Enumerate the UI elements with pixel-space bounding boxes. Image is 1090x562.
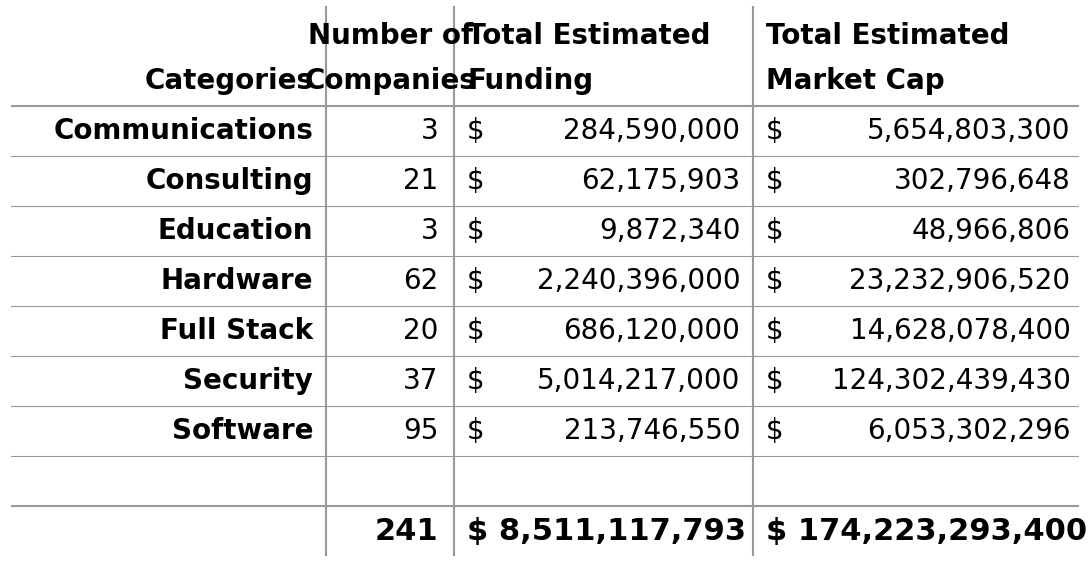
- Text: 5,014,217,000: 5,014,217,000: [537, 367, 740, 395]
- Text: 23,232,906,520: 23,232,906,520: [849, 267, 1070, 295]
- Text: 241: 241: [375, 517, 438, 546]
- Text: 20: 20: [403, 317, 438, 345]
- Text: $ 174,223,293,400: $ 174,223,293,400: [766, 517, 1087, 546]
- Text: Education: Education: [158, 217, 313, 245]
- Text: 48,966,806: 48,966,806: [911, 217, 1070, 245]
- Text: $: $: [467, 267, 485, 295]
- Text: 62,175,903: 62,175,903: [581, 167, 740, 195]
- Text: 686,120,000: 686,120,000: [564, 317, 740, 345]
- Text: Categories: Categories: [144, 67, 313, 95]
- Text: 284,590,000: 284,590,000: [564, 117, 740, 145]
- Text: 5,654,803,300: 5,654,803,300: [867, 117, 1070, 145]
- Text: Full Stack: Full Stack: [160, 317, 313, 345]
- Text: 95: 95: [403, 417, 438, 445]
- Text: Communications: Communications: [53, 117, 313, 145]
- Text: 6,053,302,296: 6,053,302,296: [867, 417, 1070, 445]
- Text: $: $: [766, 417, 784, 445]
- Text: Market Cap: Market Cap: [766, 67, 945, 95]
- Text: Total Estimated: Total Estimated: [766, 22, 1009, 49]
- Text: $: $: [467, 117, 485, 145]
- Text: 2,240,396,000: 2,240,396,000: [537, 267, 740, 295]
- Text: Consulting: Consulting: [146, 167, 313, 195]
- Text: 124,302,439,430: 124,302,439,430: [832, 367, 1070, 395]
- Text: 62: 62: [403, 267, 438, 295]
- Text: $: $: [766, 167, 784, 195]
- Text: $: $: [766, 317, 784, 345]
- Text: $: $: [467, 417, 485, 445]
- Text: $: $: [467, 367, 485, 395]
- Text: $: $: [766, 217, 784, 245]
- Text: Software: Software: [172, 417, 313, 445]
- Text: 14,628,078,400: 14,628,078,400: [850, 317, 1070, 345]
- Text: 9,872,340: 9,872,340: [600, 217, 740, 245]
- Text: $: $: [467, 167, 485, 195]
- Text: $: $: [467, 317, 485, 345]
- Text: 3: 3: [421, 217, 438, 245]
- Text: Companies: Companies: [304, 67, 476, 95]
- Text: 3: 3: [421, 117, 438, 145]
- Text: 21: 21: [403, 167, 438, 195]
- Text: 213,746,550: 213,746,550: [564, 417, 740, 445]
- Text: Total Estimated: Total Estimated: [467, 22, 711, 49]
- Text: 37: 37: [403, 367, 438, 395]
- Text: Number of: Number of: [307, 22, 473, 49]
- Text: $ 8,511,117,793: $ 8,511,117,793: [467, 517, 746, 546]
- Text: Hardware: Hardware: [160, 267, 313, 295]
- Text: $: $: [467, 217, 485, 245]
- Text: Security: Security: [183, 367, 313, 395]
- Text: Funding: Funding: [467, 67, 593, 95]
- Text: 302,796,648: 302,796,648: [894, 167, 1070, 195]
- Text: $: $: [766, 117, 784, 145]
- Text: $: $: [766, 267, 784, 295]
- Text: $: $: [766, 367, 784, 395]
